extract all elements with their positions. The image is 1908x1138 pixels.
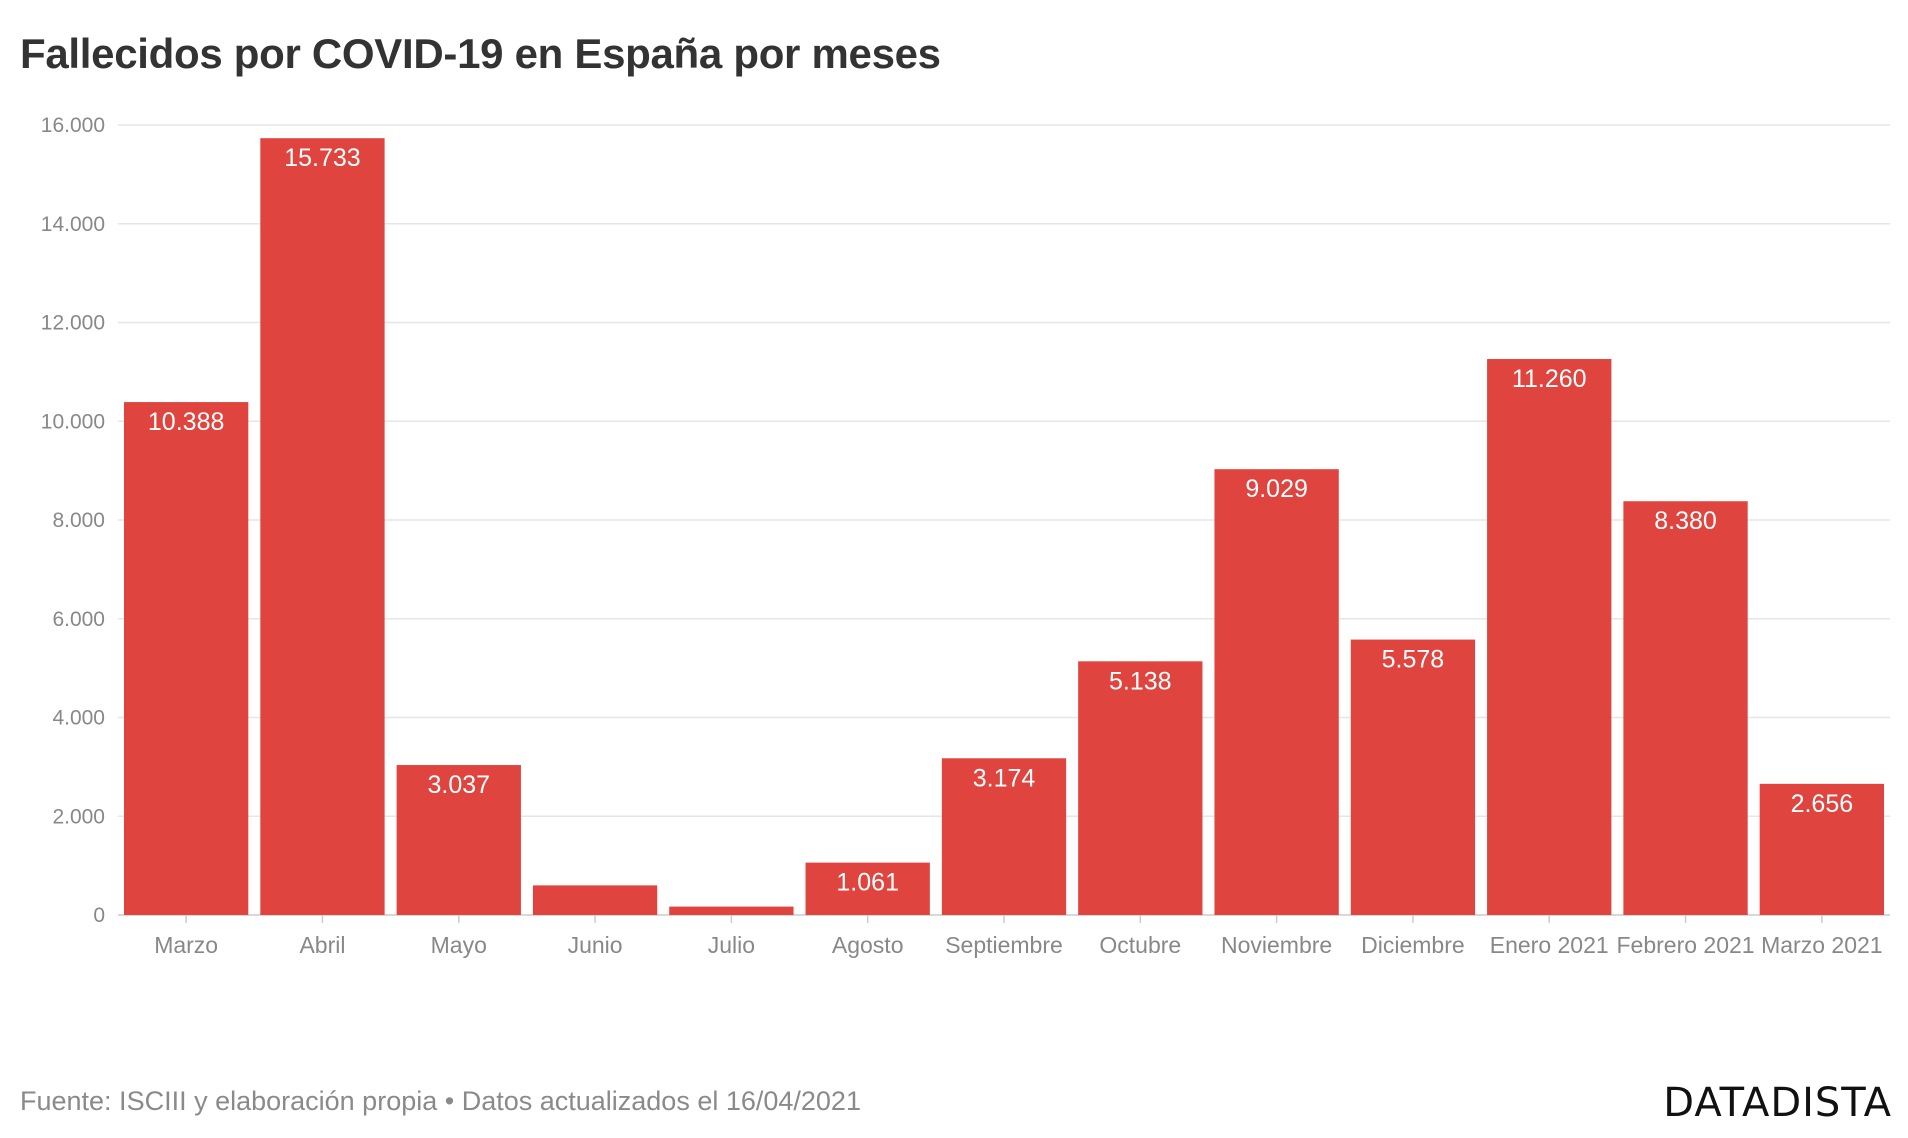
y-tick-label: 8.000 bbox=[52, 509, 105, 532]
x-tick-label: Mayo bbox=[431, 932, 487, 958]
bar-chart: 0 2.000 4.000 6.000 8.000 10.000 12.000 14.000 1… bbox=[41, 114, 1890, 958]
bar bbox=[1487, 359, 1612, 916]
bar bbox=[669, 906, 794, 915]
bar-value-label: 9.029 bbox=[1245, 475, 1308, 503]
x-tick-label: Septiembre bbox=[945, 932, 1063, 958]
y-tick-label: 4.000 bbox=[52, 707, 105, 730]
x-tick-label: Abril bbox=[299, 932, 345, 958]
source-note: Fuente: ISCIII y elaboración propia • Da… bbox=[20, 1086, 861, 1116]
bar-value-label: 11.260 bbox=[1512, 365, 1587, 393]
y-tick-label: 10.000 bbox=[41, 410, 105, 433]
y-tick-label: 16.000 bbox=[41, 114, 105, 137]
bar-value-label: 15.733 bbox=[284, 144, 360, 172]
x-tick-label: Agosto bbox=[832, 932, 904, 958]
bar-value-label: 3.037 bbox=[427, 771, 490, 799]
bar bbox=[805, 862, 930, 915]
y-tick-label: 12.000 bbox=[41, 312, 105, 335]
x-tick-label: Diciembre bbox=[1361, 932, 1465, 958]
y-tick-label: 14.000 bbox=[41, 213, 105, 236]
bars: 10.388 15.733 3.037 1.061 3.174 5.138 9.029 5.5… bbox=[124, 138, 1884, 916]
x-tick-label: Marzo 2021 bbox=[1761, 932, 1882, 958]
bar-value-label: 1.061 bbox=[836, 869, 899, 897]
bar bbox=[941, 758, 1067, 915]
bar-value-label: 5.578 bbox=[1382, 646, 1445, 674]
bar-value-label: 5.138 bbox=[1109, 667, 1172, 695]
bar bbox=[396, 765, 521, 915]
y-tick-label: 2.000 bbox=[52, 805, 105, 828]
bar bbox=[532, 885, 658, 915]
x-tick-label: Enero 2021 bbox=[1490, 932, 1609, 958]
bar bbox=[1214, 469, 1339, 915]
y-axis: 0 2.000 4.000 6.000 8.000 10.000 12.000 14.000 1… bbox=[41, 114, 105, 927]
x-tick-label: Junio bbox=[568, 932, 623, 958]
x-tick-label: Noviembre bbox=[1221, 932, 1332, 958]
x-tick-label: Octubre bbox=[1099, 932, 1181, 958]
bar bbox=[1759, 783, 1884, 915]
x-axis: Marzo Abril Mayo Junio Julio Agosto Septiembre… bbox=[154, 915, 1883, 958]
x-tick-label: Marzo bbox=[154, 932, 218, 958]
bar bbox=[260, 138, 385, 916]
bar-value-label: 3.174 bbox=[973, 764, 1036, 792]
bar bbox=[1623, 501, 1748, 915]
bar-value-label: 2.656 bbox=[1791, 790, 1854, 818]
x-tick-label: Julio bbox=[708, 932, 755, 958]
bar bbox=[124, 402, 249, 915]
bar-value-label: 8.380 bbox=[1654, 507, 1717, 535]
chart-title: Fallecidos por COVID-19 en España por me… bbox=[20, 30, 941, 77]
y-tick-label: 0 bbox=[93, 904, 105, 927]
bar bbox=[1078, 661, 1203, 915]
bar bbox=[1350, 639, 1476, 915]
y-tick-label: 6.000 bbox=[52, 608, 105, 631]
x-tick-label: Febrero 2021 bbox=[1616, 932, 1754, 958]
datadista-logo: DATADISTA bbox=[1663, 1080, 1892, 1126]
bar-value-label: 10.388 bbox=[148, 408, 224, 436]
